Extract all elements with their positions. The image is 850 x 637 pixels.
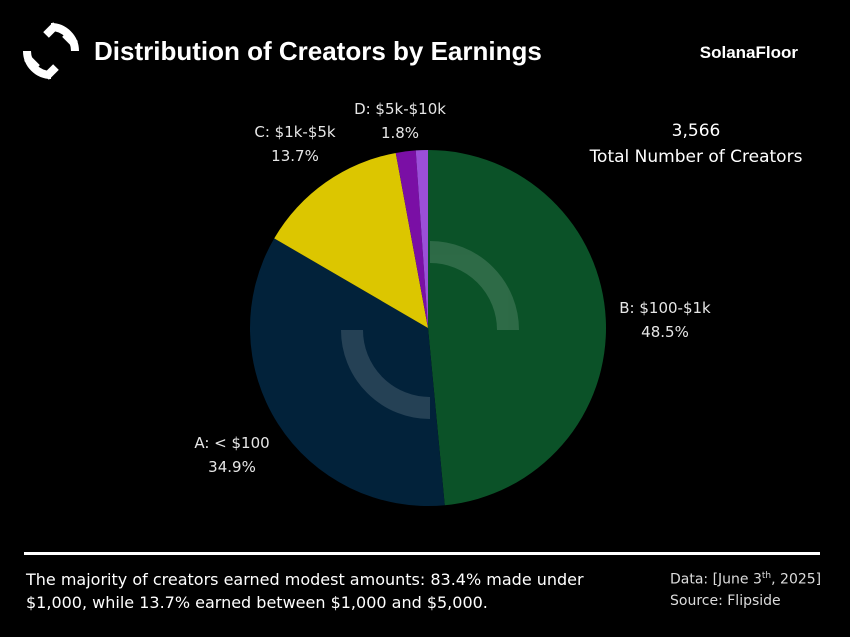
pie-slice-4	[415, 150, 428, 328]
data-source: Source: Flipside	[670, 592, 781, 609]
footer-divider	[24, 552, 820, 555]
slice-label-2: C: $1k-$5k	[254, 123, 336, 141]
data-date: Data: [June 3th, 2025]	[670, 571, 822, 588]
slice-label-1: A: < $100	[194, 434, 269, 452]
watermark-logo-icon	[341, 241, 519, 419]
pie-slice-1	[250, 238, 445, 506]
brand-name: SolanaFloor	[699, 43, 798, 62]
pie-slice-3	[395, 150, 428, 328]
slice-label-0: B: $100-$1k	[619, 299, 711, 317]
source-info: Data: [June 3th, 2025] Source: Flipside	[670, 566, 821, 612]
pie-slice-0	[428, 150, 606, 506]
slice-value-1: 34.9%	[208, 458, 256, 476]
summary-text: The majority of creators earned modest a…	[26, 570, 584, 612]
slice-value-3: 1.8%	[381, 124, 419, 142]
total-creators-label: Total Number of Creators	[589, 147, 803, 167]
solanafloor-logo-icon	[23, 22, 79, 80]
chart-title: Distribution of Creators by Earnings	[94, 36, 542, 66]
slice-label-3: D: $5k-$10k	[354, 100, 446, 118]
slice-value-2: 13.7%	[271, 147, 319, 165]
total-creators-value: 3,566	[671, 121, 721, 141]
pie-slice-2	[274, 152, 428, 328]
slice-value-0: 48.5%	[641, 323, 689, 341]
total-creators: 3,566 Total Number of Creators	[566, 118, 826, 170]
